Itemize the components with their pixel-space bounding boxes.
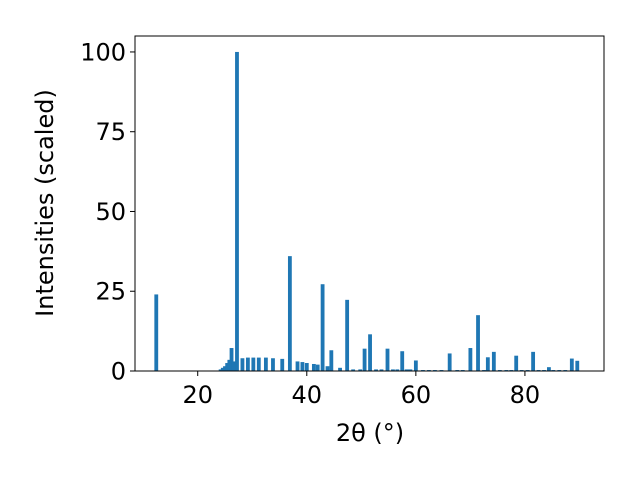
bar xyxy=(231,361,236,371)
bar xyxy=(379,369,384,371)
bar xyxy=(287,256,292,371)
bar xyxy=(468,348,473,371)
y-tick-label: 100 xyxy=(80,38,126,66)
bar xyxy=(476,315,480,371)
bar xyxy=(408,369,413,371)
bar xyxy=(280,358,285,371)
bar xyxy=(368,334,372,371)
bar xyxy=(514,355,519,371)
bar-group xyxy=(154,51,580,371)
plot-frame xyxy=(134,35,605,372)
bar xyxy=(351,369,356,371)
y-axis-ticks: 0 25 50 75 100 xyxy=(80,38,135,386)
bar xyxy=(227,359,232,371)
bar xyxy=(235,51,239,371)
bar xyxy=(395,369,400,371)
bar xyxy=(300,362,305,371)
bar xyxy=(240,358,245,371)
bar xyxy=(345,299,350,371)
bar xyxy=(400,351,405,371)
y-tick-label: 25 xyxy=(95,278,126,306)
x-axis-label: 2θ (°) xyxy=(336,419,404,447)
x-tick-label: 20 xyxy=(182,381,213,409)
bar xyxy=(229,348,234,371)
bar xyxy=(413,360,418,371)
bar xyxy=(311,363,316,371)
bar xyxy=(362,348,367,371)
bar xyxy=(304,363,309,371)
bar xyxy=(223,366,227,371)
bar xyxy=(404,369,409,371)
bar xyxy=(391,369,395,371)
bar xyxy=(485,357,490,371)
x-tick-label: 80 xyxy=(510,381,541,409)
bar xyxy=(491,351,496,371)
bar xyxy=(263,357,268,371)
bar xyxy=(225,363,230,371)
plot-background xyxy=(135,36,604,371)
bar xyxy=(251,357,256,371)
bar xyxy=(154,294,159,371)
bar xyxy=(575,360,580,371)
y-axis-label: Intensities (scaled) xyxy=(31,89,59,317)
bar xyxy=(447,353,452,371)
bar xyxy=(374,369,378,371)
bar xyxy=(547,367,551,371)
y-tick-label: 50 xyxy=(95,198,126,226)
bar xyxy=(569,358,574,371)
bar xyxy=(245,357,250,371)
x-tick-label: 60 xyxy=(401,381,432,409)
y-tick-label: 0 xyxy=(111,358,126,386)
x-axis-ticks: 20 40 60 80 xyxy=(182,371,540,409)
y-tick-label: 75 xyxy=(95,118,126,146)
bar xyxy=(338,367,342,371)
bar xyxy=(358,369,363,371)
bar xyxy=(220,367,225,371)
bar xyxy=(325,366,330,371)
bar xyxy=(271,358,275,371)
bar xyxy=(385,348,390,371)
bar xyxy=(329,350,334,371)
bar xyxy=(218,369,223,371)
x-tick-label: 40 xyxy=(292,381,323,409)
bar xyxy=(295,361,300,371)
bar xyxy=(315,364,320,371)
bar xyxy=(256,357,261,371)
bar xyxy=(320,284,325,371)
bar xyxy=(531,351,536,371)
